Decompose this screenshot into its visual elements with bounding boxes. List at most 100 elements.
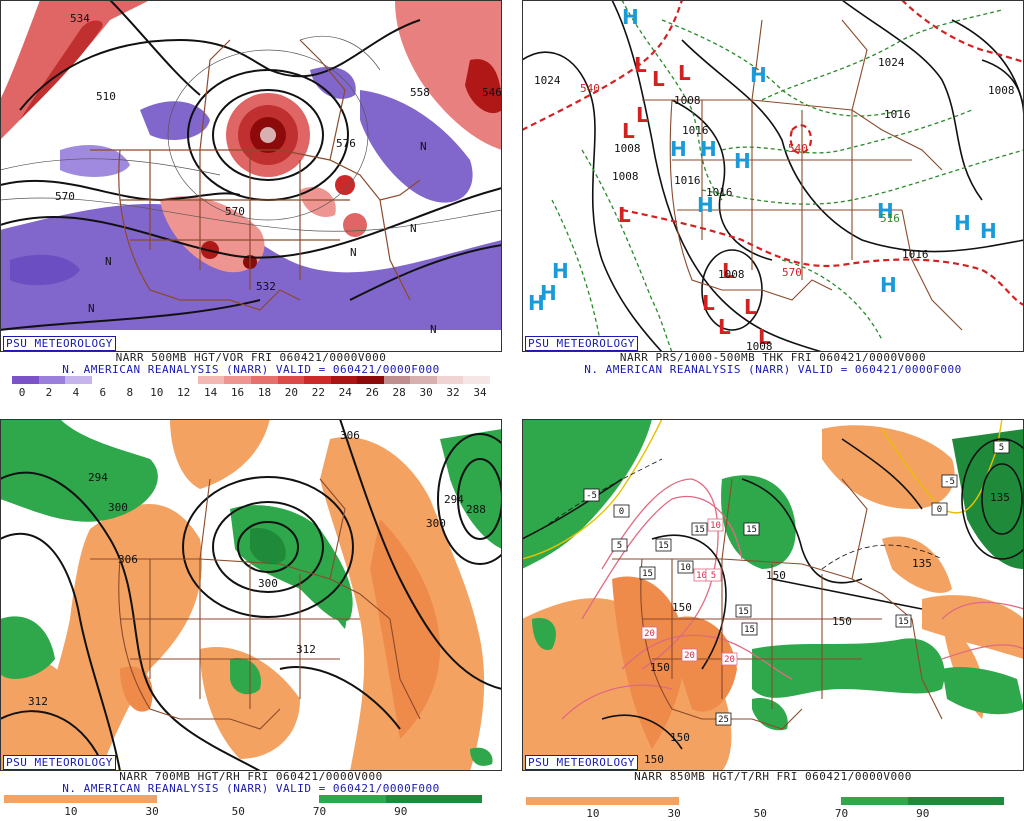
map-700mb: 306 294 300 306 300 312 312 294 288 300 — [0, 419, 502, 771]
temperature-label: 25 — [718, 715, 729, 725]
panel-850mb-temp-rh: -5 0 5 15 15 15 10 10 15 15 20 20 20 15 25 5 -5 0 15 10 5 15… — [522, 419, 1024, 820]
low-pressure-symbol: L — [636, 103, 649, 127]
psu-meteorology-badge: PSU METEOROLOGY — [525, 755, 638, 770]
colorbar-swatch — [319, 795, 387, 803]
colorbar-tick-label: 70 — [834, 807, 849, 820]
colorbar-tick-label: 16 — [230, 386, 245, 399]
colorbar-tick-label: 90 — [394, 805, 408, 818]
contour-label: 135 — [990, 491, 1010, 504]
map-700mb-canvas: 306 294 300 306 300 312 312 294 288 300 — [0, 419, 502, 771]
psu-meteorology-badge: PSU METEOROLOGY — [3, 336, 116, 351]
high-pressure-symbol: H — [700, 137, 717, 161]
temperature-label: 15 — [694, 525, 705, 535]
low-pressure-symbol: L — [718, 315, 731, 339]
contour-label: 546 — [482, 86, 502, 99]
isobar-label: 1024 — [534, 74, 561, 87]
isobar-label: 1008 — [746, 340, 773, 352]
low-pressure-symbol: L — [652, 67, 665, 91]
high-pressure-symbol: H — [734, 149, 751, 173]
isobar-label: 1016 — [674, 174, 701, 187]
temperature-box — [677, 560, 694, 574]
temperature-box — [993, 440, 1010, 454]
contour-label: 570 — [225, 205, 245, 218]
colorbar-swatch — [224, 376, 252, 384]
map-850mb-canvas: -5 0 5 15 15 15 10 10 15 15 20 20 20 15 25 5 -5 0 15 10 5 15… — [522, 419, 1024, 771]
temperature-box — [655, 538, 672, 552]
temperature-label: 20 — [684, 651, 695, 661]
region-label: N — [430, 323, 437, 336]
temperature-label: 20 — [724, 655, 735, 665]
temperature-label: 10 — [696, 571, 707, 581]
colorbar-tick-label: 30 — [667, 807, 681, 820]
contour-label: 532 — [256, 280, 276, 293]
map-caption: NARR 850MB HGT/T/RH FRI 060421/0000V000 — [634, 770, 912, 783]
map-500mb-canvas: 534 570 576 532 546 558 510 570 N N N N … — [0, 0, 502, 352]
temperature-label: 5 — [999, 443, 1004, 453]
contour-label: 150 — [644, 753, 664, 766]
isobar-label: 1008 — [614, 142, 641, 155]
thickness-label: 540 — [580, 82, 600, 95]
map-subcaption: N. AMERICAN REANALYSIS (NARR) VALID = 06… — [62, 782, 440, 795]
contour-label: 312 — [28, 695, 48, 708]
region-label: N — [410, 222, 417, 235]
psu-meteorology-badge: PSU METEOROLOGY — [525, 336, 638, 351]
colorbar-tick-label: 4 — [72, 386, 80, 399]
map-subcaption: N. AMERICAN REANALYSIS (NARR) VALID = 06… — [584, 363, 962, 376]
contour-label: 294 — [444, 493, 464, 506]
thickness-label: 540 — [788, 142, 808, 155]
temperature-label: 15 — [738, 607, 749, 617]
colorbar-swatch — [156, 795, 320, 803]
temperature-boxes: -5 0 5 15 15 15 10 10 15 15 20 20 20 15 25 5 -5 0 15 10 5 — [583, 440, 1010, 726]
colorbar-swatch — [91, 376, 119, 384]
temperature-box — [705, 568, 722, 582]
colorbar-swatch — [38, 376, 66, 384]
colorbar-tick-label: 8 — [126, 386, 134, 399]
contour-label: 150 — [650, 661, 670, 674]
colorbar-tick-label: 0 — [18, 386, 26, 399]
colorbar-swatch — [171, 376, 199, 384]
isobar-label: 1016 — [706, 186, 733, 199]
colorbar-swatch — [357, 376, 385, 384]
contour-label: 150 — [832, 615, 852, 628]
colorbar-swatch — [304, 376, 332, 384]
contour-label: 150 — [766, 569, 786, 582]
temperature-box — [611, 538, 628, 552]
thickness-label: 516 — [880, 212, 900, 225]
colorbar-swatch — [383, 376, 411, 384]
colorbar-tick-label: 14 — [203, 386, 218, 399]
colorbar-tick-label: 70 — [312, 805, 327, 818]
temperature-label: 10 — [710, 521, 721, 531]
isobar-label: 1008 — [718, 268, 745, 281]
colorbar-tick-label: 20 — [284, 386, 299, 399]
contour-label: 312 — [296, 643, 316, 656]
colorbar-swatch — [386, 795, 482, 803]
low-pressure-symbol: L — [744, 295, 757, 319]
thickness-label: 570 — [782, 266, 802, 279]
temperature-box — [613, 504, 630, 518]
isobar-label: 1016 — [902, 248, 929, 261]
temperature-label: -5 — [586, 491, 597, 501]
colorbar-swatch — [118, 376, 146, 384]
vorticity-colorbar: 0 2 4 6 8 10 12 14 16 18 20 22 24 26 28 30 32 34 — [0, 376, 502, 400]
isobar-label: 1008 — [612, 170, 639, 183]
colorbar-tick-label: 30 — [145, 805, 159, 818]
low-pressure-symbol: L — [622, 119, 635, 143]
contour-label: 294 — [88, 471, 108, 484]
colorbar-tick-label: 34 — [473, 386, 487, 399]
region-label: N — [88, 302, 95, 315]
temperature-box — [721, 652, 738, 666]
temperature-label: 5 — [711, 571, 716, 581]
colorbar-swatch — [330, 376, 358, 384]
high-pressure-symbol: H — [552, 259, 569, 283]
temperature-box — [583, 488, 600, 502]
low-pressure-symbol: L — [618, 203, 631, 227]
isobar-label: 1008 — [674, 94, 701, 107]
contour-label: 288 — [466, 503, 486, 516]
colorbar-swatch — [526, 797, 679, 805]
colorbar-tick-label: 28 — [392, 386, 406, 399]
temperature-box — [715, 712, 732, 726]
low-pressure-symbol: L — [634, 53, 647, 77]
region-label: N — [420, 140, 427, 153]
panel-700mb-rh: 306 294 300 306 300 312 312 294 288 300 … — [0, 419, 502, 819]
temperature-label: 5 — [617, 541, 622, 551]
